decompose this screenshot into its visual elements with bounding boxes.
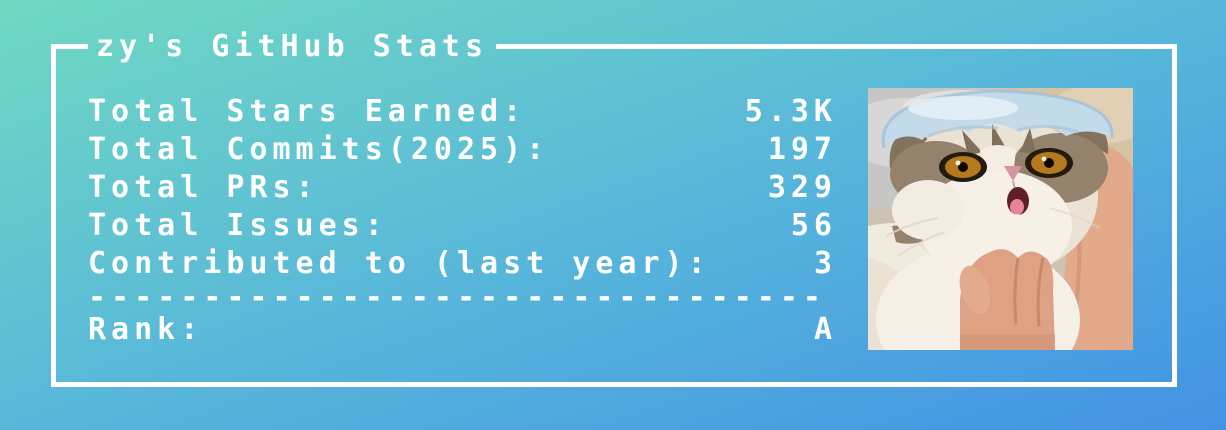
stat-value: 329	[767, 169, 837, 205]
stats-list: Total Stars Earned: 5.3K Total Commits(2…	[88, 92, 832, 347]
rank-label: Rank:	[88, 311, 204, 347]
stat-label: Total Commits(2025):	[88, 131, 550, 167]
stat-value: 5.3K	[744, 93, 837, 129]
cat-photo	[868, 88, 1133, 350]
stat-row-contributed: Contributed to (last year): 3	[88, 244, 832, 282]
rank-row: Rank: A	[88, 311, 832, 347]
stat-label: Contributed to (last year):	[88, 245, 711, 281]
card-title: zy's GitHub Stats	[96, 29, 489, 64]
rank-value: A	[813, 311, 837, 347]
separator-line: --------------------------------	[88, 282, 826, 312]
stat-row-commits: Total Commits(2025): 197	[88, 130, 832, 168]
stat-value: 197	[767, 131, 837, 167]
stat-label: Total Stars Earned:	[88, 93, 527, 129]
card-border-frame	[51, 44, 1177, 387]
stat-row-issues: Total Issues: 56	[88, 206, 832, 244]
stat-label: Total Issues:	[88, 207, 388, 243]
stat-row-stars: Total Stars Earned: 5.3K	[88, 92, 832, 130]
stat-value: 3	[813, 245, 837, 281]
stat-label: Total PRs:	[88, 169, 319, 205]
border-segment-left	[51, 44, 88, 49]
stat-value: 56	[790, 207, 837, 243]
card-top-border: zy's GitHub Stats	[51, 28, 1177, 65]
separator-row: --------------------------------	[88, 282, 832, 312]
stat-row-prs: Total PRs: 329	[88, 168, 832, 206]
border-segment-right	[496, 44, 1177, 49]
